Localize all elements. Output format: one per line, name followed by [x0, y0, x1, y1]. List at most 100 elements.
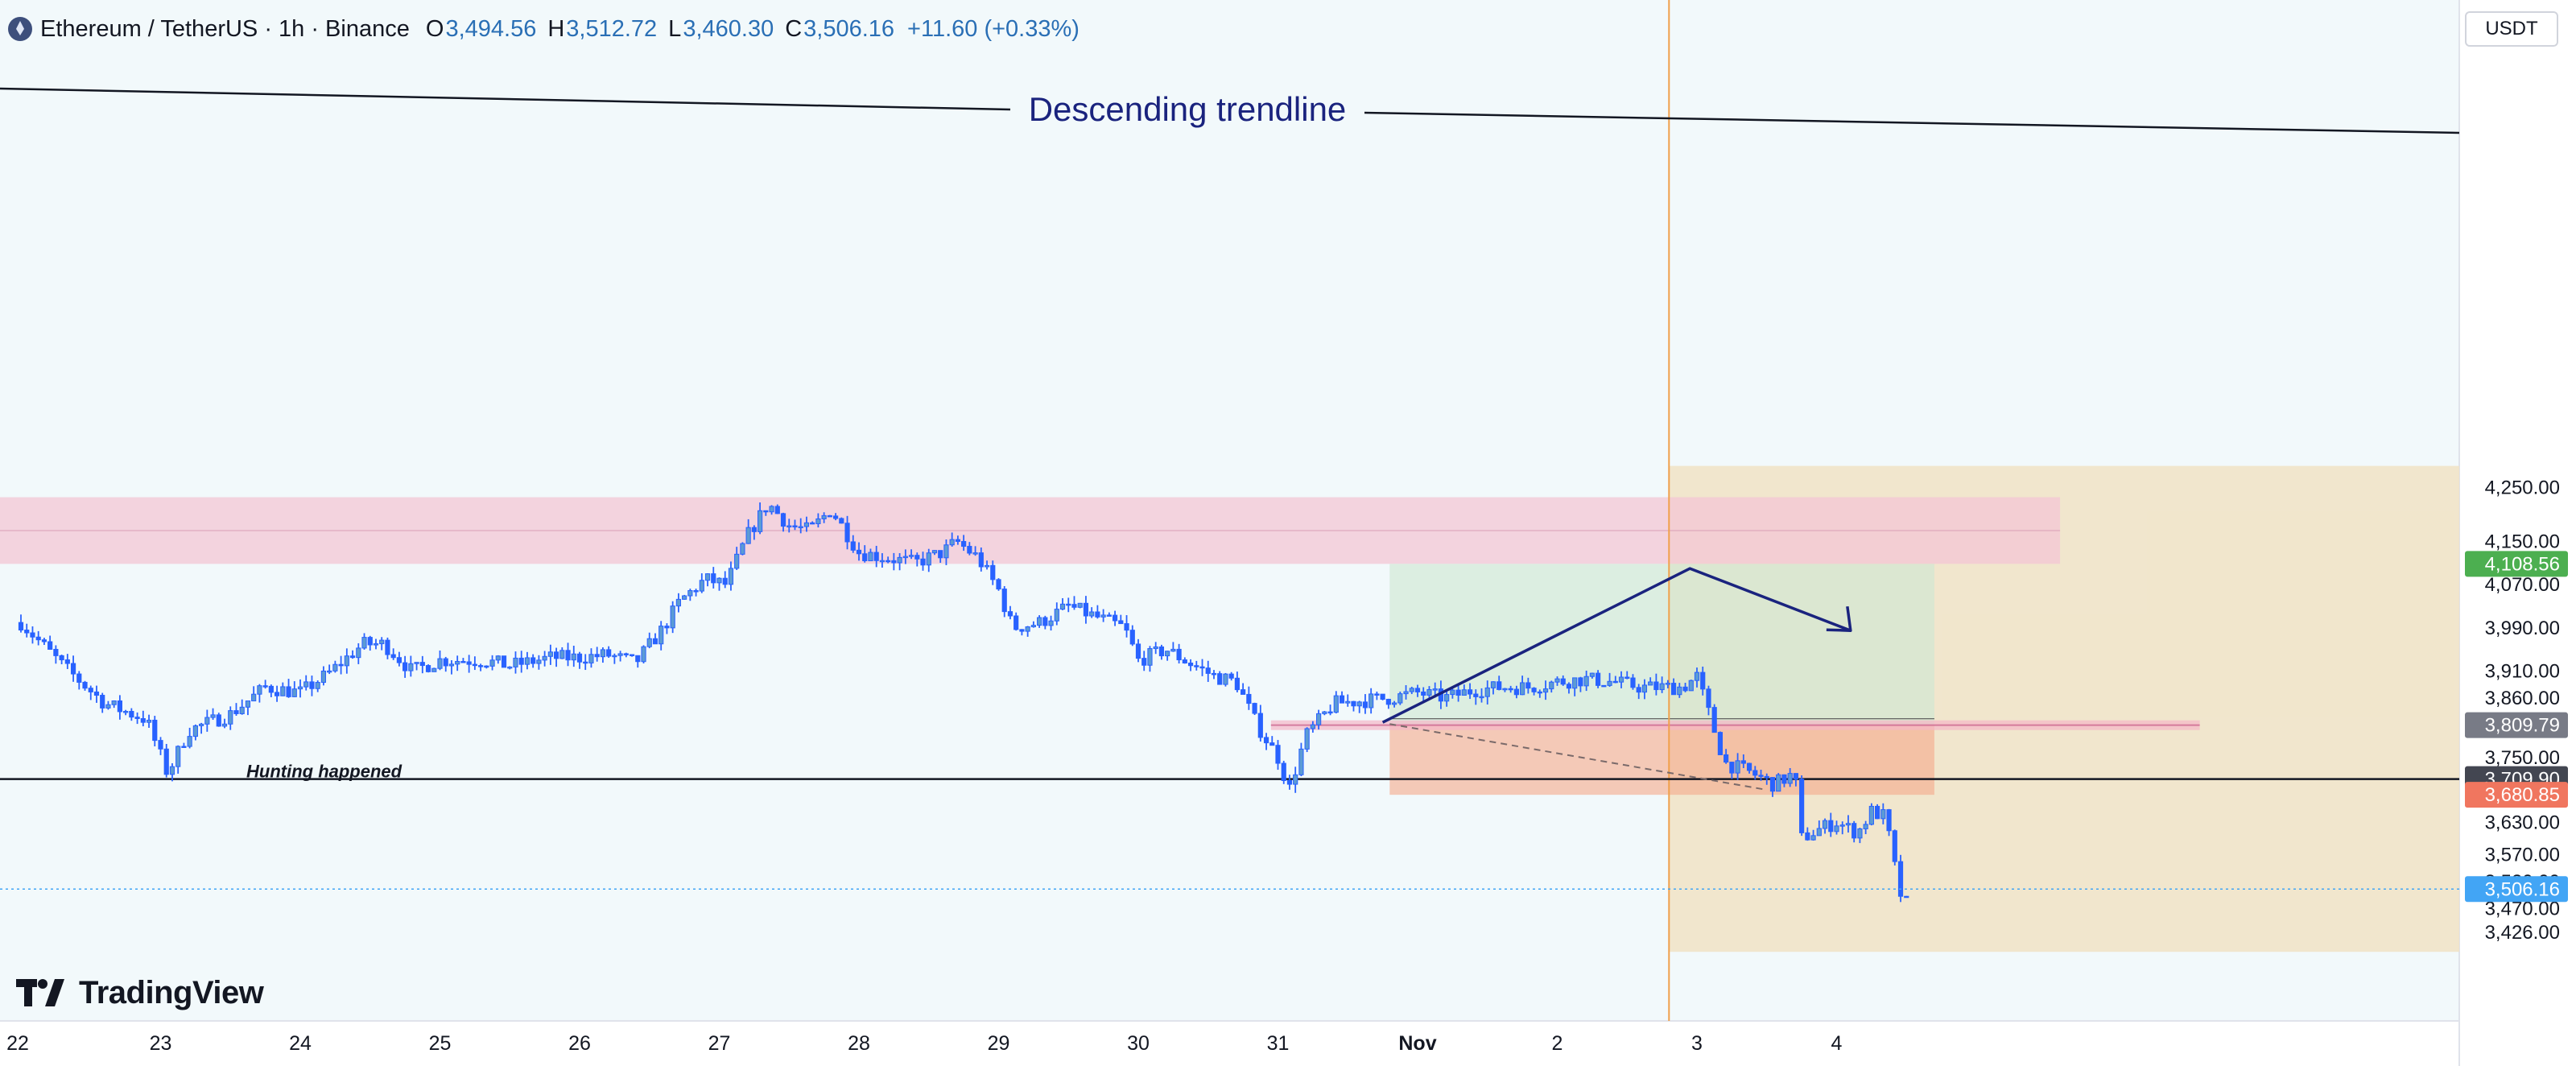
candle	[1566, 682, 1572, 694]
candle	[879, 553, 886, 568]
candle	[1170, 642, 1176, 652]
candle-body	[827, 514, 832, 518]
candle-body	[1816, 828, 1822, 837]
candle	[1781, 774, 1787, 787]
candle-body	[1187, 663, 1194, 667]
time-tick-label: 2	[1552, 1032, 1563, 1055]
candle	[699, 573, 704, 593]
candle-body	[1246, 693, 1252, 704]
candle-body	[1653, 681, 1659, 691]
candle-body	[59, 655, 64, 661]
candle-body	[1892, 830, 1897, 862]
candle	[175, 745, 181, 774]
candle	[1211, 670, 1217, 680]
candle-body	[949, 539, 955, 546]
candle-body	[204, 717, 210, 725]
candle-body	[1234, 677, 1240, 691]
candle	[530, 654, 536, 668]
candle	[1112, 610, 1118, 626]
candle-body	[821, 514, 827, 519]
candle-body	[711, 573, 716, 584]
candle-body	[1176, 648, 1182, 661]
candle-body	[967, 546, 972, 554]
candle-body	[1362, 701, 1368, 709]
candle	[1636, 684, 1641, 700]
candle	[1385, 698, 1391, 709]
candle	[291, 681, 297, 697]
candle	[1158, 644, 1165, 660]
candle-body	[390, 654, 396, 659]
candle-body	[245, 700, 251, 708]
candle-body	[1042, 617, 1048, 626]
candle	[740, 542, 745, 556]
candle-body	[1641, 684, 1648, 693]
candle	[1194, 660, 1199, 671]
candle-body	[704, 573, 711, 581]
candle-body	[495, 655, 501, 661]
candle-body	[1857, 828, 1863, 839]
time-axis-background	[0, 1021, 2459, 1066]
candle	[984, 560, 990, 570]
candle-body	[682, 595, 687, 600]
candle	[751, 525, 757, 540]
candle	[501, 655, 507, 668]
candle	[1525, 677, 1531, 694]
candle-body	[320, 670, 327, 684]
candle-body	[1135, 643, 1141, 659]
candle	[239, 699, 245, 715]
symbol-title[interactable]: Ethereum / TetherUS · 1h · Binance	[40, 15, 410, 42]
candle-body	[291, 688, 297, 697]
candle	[1228, 671, 1234, 681]
price-tick-label: 3,750.00	[2485, 747, 2560, 769]
candle	[419, 655, 425, 674]
candle-body	[1194, 665, 1199, 667]
candle-body	[868, 552, 873, 562]
candle-body	[1025, 626, 1030, 632]
candle	[734, 547, 740, 570]
candle-body	[1345, 700, 1351, 704]
candle-body	[693, 590, 699, 593]
candle	[902, 549, 908, 564]
currency-selector[interactable]: USDT	[2465, 11, 2558, 47]
candle-body	[1682, 686, 1688, 692]
candle-body	[524, 657, 530, 665]
candle-body	[530, 657, 536, 664]
candle-body	[583, 661, 588, 664]
candle-body	[228, 710, 233, 725]
candle	[111, 700, 117, 709]
candle	[466, 655, 472, 673]
candle-body	[82, 681, 88, 689]
candle	[978, 547, 984, 572]
candle	[1479, 688, 1484, 703]
candle	[827, 514, 832, 518]
candle-body	[1624, 676, 1630, 680]
candle	[315, 680, 320, 692]
candle-body	[1461, 689, 1467, 696]
candle	[332, 660, 338, 673]
price-badge-label: 3,809.79	[2485, 715, 2560, 737]
candle	[1596, 670, 1601, 688]
candle-body	[839, 518, 844, 524]
descending-trendline	[0, 87, 1011, 111]
candle	[571, 646, 576, 667]
candle-body	[1455, 689, 1461, 696]
candle	[897, 553, 902, 571]
candle	[1717, 731, 1724, 755]
candle	[1030, 621, 1036, 628]
candle-body	[588, 654, 594, 663]
candle-body	[1740, 760, 1746, 764]
candle-body	[658, 626, 664, 645]
candle	[344, 648, 349, 674]
price-badge-label: 3,680.85	[2485, 784, 2560, 806]
price-badge-label: 4,108.56	[2485, 553, 2560, 575]
candle	[1461, 684, 1467, 696]
candle-body	[175, 746, 181, 767]
tradingview-logo[interactable]: TradingView	[16, 973, 264, 1013]
candle	[338, 655, 344, 675]
candle-body	[1059, 603, 1066, 610]
candle	[1473, 689, 1479, 705]
candle-body	[646, 638, 652, 647]
candle-body	[1165, 651, 1170, 657]
